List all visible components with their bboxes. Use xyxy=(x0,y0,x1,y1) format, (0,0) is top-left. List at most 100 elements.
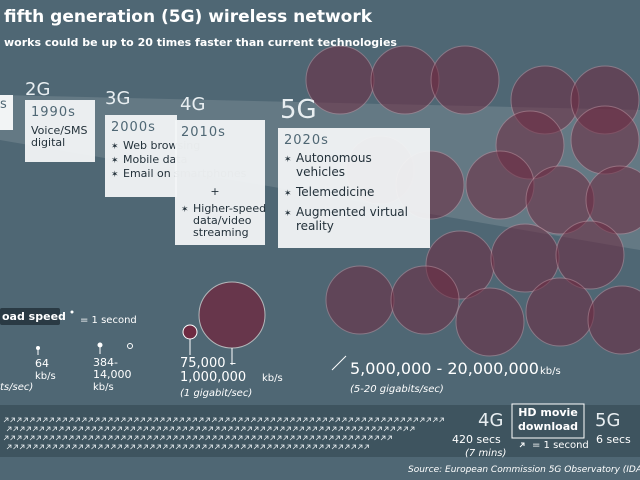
arrow xyxy=(367,417,373,423)
subtitle: works could be up to 20 times faster tha… xyxy=(4,36,397,49)
fragment: ts/sec) xyxy=(0,382,33,393)
arrow xyxy=(370,426,376,432)
bullet: ✶ xyxy=(111,170,119,180)
arrow xyxy=(224,417,230,423)
arrow xyxy=(260,426,265,432)
circle xyxy=(325,265,395,335)
arrow xyxy=(283,417,288,423)
arrow xyxy=(276,435,282,441)
arrow xyxy=(322,417,327,423)
arrow xyxy=(364,444,369,450)
feature: Voice/SMS xyxy=(31,124,87,137)
arrow xyxy=(62,435,67,441)
arrow xyxy=(42,417,48,423)
download-gen: 5G xyxy=(595,410,620,431)
arrow xyxy=(169,444,174,450)
arrow xyxy=(188,426,194,432)
arrow xyxy=(289,435,295,441)
arrow xyxy=(283,435,288,441)
circle xyxy=(370,45,440,115)
generation: 2G xyxy=(25,79,50,100)
arrow xyxy=(377,426,382,432)
arrow xyxy=(221,444,226,450)
source: Source: European Commission 5G Observato… xyxy=(408,465,640,475)
arrow xyxy=(114,417,119,423)
arrow xyxy=(16,417,22,423)
arrow xyxy=(65,426,70,432)
arrow xyxy=(380,435,386,441)
arrow xyxy=(84,444,90,450)
arrow xyxy=(231,417,236,423)
arrow xyxy=(279,444,285,450)
arrow xyxy=(211,417,217,423)
arrow xyxy=(136,444,142,450)
arrow xyxy=(240,426,246,432)
arrow xyxy=(110,444,116,450)
generation: 5G xyxy=(280,95,317,125)
arrow xyxy=(348,435,353,441)
circle xyxy=(430,45,500,115)
card xyxy=(175,120,265,245)
arrow xyxy=(354,417,360,423)
arrow xyxy=(146,417,152,423)
arrow xyxy=(68,435,74,441)
arrow xyxy=(117,444,122,450)
arrow xyxy=(162,426,168,432)
arrow xyxy=(354,435,360,441)
arrow xyxy=(94,435,100,441)
feature: reality xyxy=(296,219,334,233)
arrow xyxy=(302,417,308,423)
bullet: ✶ xyxy=(111,156,119,166)
arrow xyxy=(13,426,18,432)
arrow xyxy=(234,444,239,450)
arrow xyxy=(23,435,28,441)
arrow xyxy=(123,444,129,450)
arrow xyxy=(237,417,243,423)
arrow xyxy=(315,435,321,441)
arrow xyxy=(318,444,324,450)
arrow xyxy=(185,417,191,423)
arrow xyxy=(400,417,405,423)
arrow xyxy=(127,435,132,441)
arrow xyxy=(253,426,259,432)
arrow xyxy=(240,444,246,450)
speed-label: oad speed xyxy=(2,310,66,323)
arrow xyxy=(195,426,200,432)
arrow xyxy=(162,444,168,450)
arrow xyxy=(286,426,291,432)
arrow xyxy=(29,435,35,441)
speed-unit: kb/s xyxy=(262,373,283,384)
download-gen: 4G xyxy=(478,410,503,431)
arrow xyxy=(201,444,207,450)
arrow xyxy=(289,417,295,423)
arrow xyxy=(390,426,395,432)
speed-unit: kb/s xyxy=(540,366,561,377)
arrow xyxy=(227,426,233,432)
arrow xyxy=(23,417,28,423)
circle xyxy=(465,150,535,220)
arrow xyxy=(39,426,44,432)
arrow xyxy=(71,426,77,432)
bullet: ✶ xyxy=(181,205,189,215)
title: fifth generation (5G) wireless network xyxy=(4,7,373,27)
speed-value: 14,000 xyxy=(93,368,132,381)
arrow xyxy=(16,435,22,441)
arrow xyxy=(273,426,278,432)
arrow xyxy=(6,426,12,432)
arrow xyxy=(357,444,363,450)
arrow xyxy=(10,417,15,423)
arrow xyxy=(120,435,126,441)
feature: vehicles xyxy=(296,165,345,179)
arrow xyxy=(45,444,51,450)
arrow xyxy=(406,417,412,423)
arrow xyxy=(302,435,308,441)
arrow xyxy=(208,444,213,450)
arrow xyxy=(19,426,25,432)
arrow xyxy=(432,417,438,423)
arrow xyxy=(159,435,165,441)
arrow xyxy=(26,426,31,432)
speed-label-box xyxy=(0,308,60,325)
download-time: 420 secs xyxy=(452,433,501,446)
arrow xyxy=(68,417,74,423)
